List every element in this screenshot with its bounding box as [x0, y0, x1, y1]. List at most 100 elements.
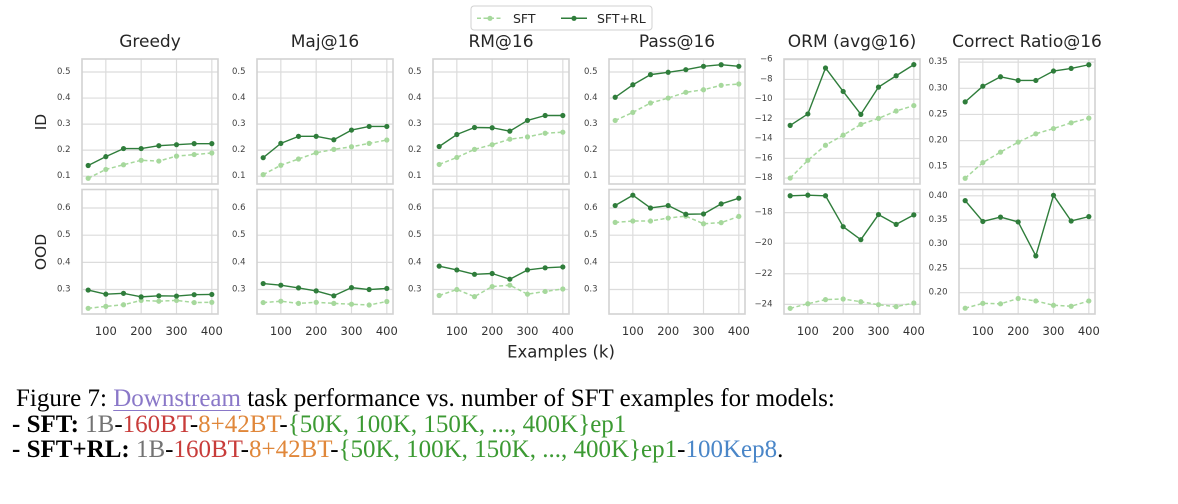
data-point-sft-rl [858, 111, 864, 117]
plot-area [433, 59, 569, 184]
caption-text: task performance vs. number of SFT examp… [247, 385, 835, 412]
data-point-sft [787, 175, 793, 181]
plot-area [784, 59, 920, 184]
data-point-sft [560, 286, 566, 292]
x-tick-label: 400 [552, 324, 574, 338]
data-point-sft-rl [454, 131, 460, 138]
data-point-sft-rl [260, 280, 266, 287]
data-point-sft [962, 175, 968, 181]
data-point-sft [911, 300, 917, 306]
y-tick-label: 0.15 [929, 162, 948, 172]
legend-marker-sft [487, 15, 493, 21]
data-point-sft [805, 157, 811, 163]
data-point-sft [348, 144, 355, 150]
data-point-sft-rl [295, 133, 302, 139]
series-line-sft [262, 139, 387, 176]
series-line-sft [964, 117, 1090, 179]
downstream-link[interactable]: Downstream [113, 385, 241, 412]
data-point-sft-rl [875, 211, 882, 218]
data-point-sft-rl [647, 205, 654, 211]
data-point-sft-rl [683, 211, 689, 217]
data-point-sft [875, 115, 882, 121]
y-tick-label: −22 [755, 269, 773, 279]
legend: SFT SFT+RL [470, 5, 653, 31]
sft-rl-examples: {50K, 100K, 150K, ..., 400K}ep1 [338, 436, 678, 463]
data-point-sft-rl [875, 84, 882, 90]
data-point-sft [454, 286, 460, 293]
data-point-sft-rl [962, 99, 968, 105]
separator: - [165, 436, 174, 463]
data-point-sft-rl [366, 286, 372, 293]
sft-rl-tokens: 160BT [173, 436, 241, 463]
data-point-sft-rl [560, 112, 566, 119]
data-point-sft-rl [542, 112, 548, 119]
legend-label: SFT+RL [597, 11, 646, 26]
data-point-sft-rl [1015, 77, 1021, 84]
data-point-sft [736, 213, 742, 220]
panel-greedy-id: 0.1 0.2 0.3 0.4 0.5 [57, 58, 219, 185]
sft-rl-rl-stage: 100Kep8 [685, 436, 778, 463]
y-tick-label: 0.40 [929, 191, 948, 201]
data-point-sft-rl [436, 143, 442, 150]
y-tick-label: 0.25 [929, 263, 948, 273]
series-line-sft [263, 300, 387, 306]
panel-frame [432, 58, 570, 185]
y-tick-label: 0.6 [57, 203, 71, 213]
data-point-sft [1033, 131, 1039, 137]
data-point-sft [665, 215, 671, 221]
legend-marker-sft-rl [571, 15, 577, 21]
panel-title: ORM (avg@16) [788, 32, 916, 52]
data-point-sft [612, 219, 618, 225]
data-point-sft [911, 102, 917, 109]
series-line-sft-rl [964, 64, 1089, 103]
panel-title: Maj@16 [291, 32, 359, 52]
data-point-sft [120, 302, 127, 308]
x-tick-label: 200 [1007, 324, 1029, 338]
x-tick-label: 100 [972, 324, 994, 338]
data-point-sft-rl [630, 192, 636, 198]
data-point-sft [893, 304, 899, 310]
data-point-sft-rl [507, 276, 513, 282]
y-tick-label: −18 [755, 208, 773, 218]
data-point-sft [507, 282, 513, 288]
data-point-sft-rl [700, 63, 707, 69]
data-point-sft [278, 162, 284, 168]
data-point-sft [454, 154, 460, 161]
y-tick-label: 0.2 [57, 145, 71, 155]
data-point-sft [736, 81, 742, 87]
data-point-sft [209, 150, 215, 156]
data-point-sft-rl [997, 74, 1004, 80]
y-tick-label: 0.4 [57, 93, 71, 103]
data-point-sft [156, 298, 162, 304]
x-tick-label: 300 [693, 324, 715, 338]
y-tick-label: 0.3 [584, 285, 598, 295]
panel-title: Pass@16 [639, 32, 715, 52]
data-point-sft-rl [630, 82, 636, 88]
x-tick-label: 300 [166, 324, 188, 338]
data-point-sft [787, 305, 793, 311]
y-tick-label: −14 [755, 134, 773, 144]
data-point-sft [718, 220, 724, 226]
data-point-sft-rl [507, 128, 513, 134]
panel-orm-avg-16-ood: −24 −22 −20 −18 100 200 300 400 [755, 188, 925, 338]
data-point-sft-rl [209, 141, 215, 147]
x-tick-label: 400 [1078, 324, 1100, 338]
data-point-sft-rl [1068, 65, 1074, 72]
data-point-sft-rl [191, 141, 197, 147]
data-point-sft-rl [191, 292, 197, 298]
data-point-sft [471, 146, 478, 152]
data-point-sft-rl [348, 127, 355, 133]
series-line-sft-rl [789, 64, 915, 126]
data-point-sft [524, 291, 531, 297]
y-tick-label: 0.1 [57, 171, 71, 181]
data-point-sft-rl [612, 202, 618, 209]
y-tick-label: 0.20 [929, 136, 948, 146]
data-point-sft [295, 156, 302, 162]
y-tick-label: 0.4 [584, 257, 598, 267]
plot-area [609, 59, 745, 184]
data-point-sft [1015, 139, 1021, 145]
data-point-sft-rl [805, 192, 811, 198]
data-point-sft [173, 297, 180, 304]
panel-maj-16-id: 0.1 0.2 0.3 0.4 0.5 [232, 58, 394, 185]
panel-frame [256, 188, 394, 315]
